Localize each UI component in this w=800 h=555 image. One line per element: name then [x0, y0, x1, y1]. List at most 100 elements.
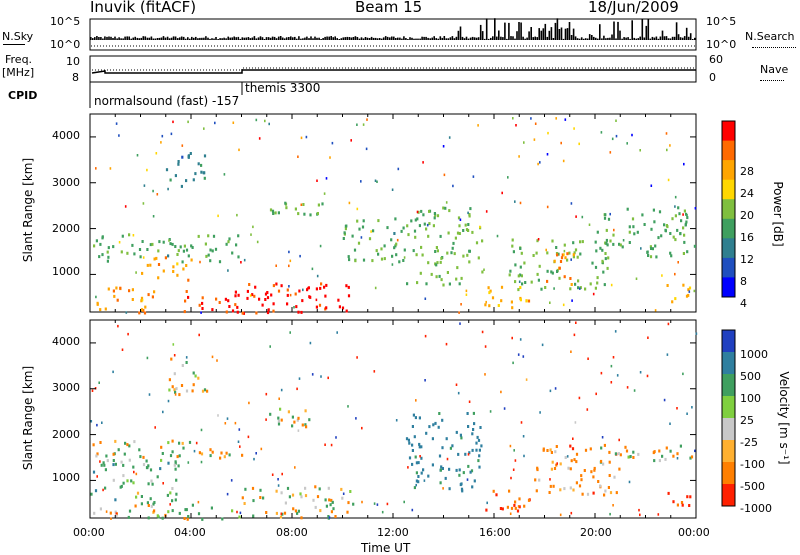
velocity-speckle [342, 492, 345, 495]
velocity-colorbar-swatch [722, 396, 735, 419]
velocity-cell [122, 481, 125, 485]
velocity-cell [346, 510, 349, 514]
power-cell [236, 310, 239, 314]
nsky-bar [106, 36, 108, 40]
nsky-bar [334, 36, 336, 40]
velocity-cell [476, 435, 479, 439]
nsky-bar [683, 36, 686, 40]
cpid-label: CPID [8, 89, 38, 102]
nsky-bar [130, 38, 132, 40]
nsky-bar [207, 37, 209, 40]
power-speckle [167, 187, 169, 191]
nsky-bar [433, 36, 435, 40]
power-cell [442, 283, 445, 287]
velocity-speckle [361, 426, 363, 430]
nsky-bar [352, 37, 355, 40]
power-speckle [555, 117, 557, 120]
nsky-bar [362, 38, 365, 40]
power-cell [433, 212, 436, 215]
power-cell [603, 216, 607, 220]
velocity-cell [171, 499, 174, 503]
power-cell [666, 284, 669, 287]
power-cell [139, 255, 142, 259]
power-speckle [667, 178, 670, 182]
velocity-cell [441, 467, 444, 470]
power-speckle [507, 176, 509, 179]
velocity-cell [175, 492, 178, 496]
velocity-cell [413, 486, 416, 490]
power-speckle [370, 230, 372, 233]
power-cell [261, 303, 264, 307]
velocity-cell [181, 441, 184, 445]
nsky-bar [483, 38, 486, 40]
velocity-cell [174, 498, 177, 502]
power-speckle [534, 122, 537, 125]
velocity-speckle [298, 377, 301, 380]
power-cell [131, 298, 134, 301]
power-cell [604, 252, 607, 255]
velocity-cell [661, 454, 664, 458]
nsky-bar [350, 37, 353, 40]
velocity-cell [513, 503, 516, 507]
power-cell [190, 244, 193, 248]
velocity-speckle [99, 460, 101, 463]
power-cell [201, 307, 204, 310]
power-cell [468, 260, 471, 264]
nsky-bar [239, 38, 242, 40]
velocity-cell [580, 474, 583, 478]
velocity-cell [415, 461, 418, 465]
power-speckle [477, 124, 479, 127]
nsearch-line-legend [752, 47, 796, 48]
power-cell [254, 285, 257, 289]
power-cell [500, 285, 504, 289]
velocity-cell [347, 501, 350, 505]
velocity-speckle [169, 503, 171, 506]
power-speckle [570, 258, 572, 261]
xlabel: Time UT [361, 541, 411, 555]
velocity-cell [417, 480, 420, 484]
velocity-speckle [616, 374, 619, 377]
velocity-cell [92, 443, 95, 447]
nsky-bar [267, 37, 270, 40]
power-cell [658, 210, 662, 214]
power-cell [649, 245, 652, 249]
nsky-bar [401, 38, 403, 40]
velocity-cell [578, 484, 582, 488]
power-speckle [366, 118, 368, 121]
power-cell [519, 273, 522, 277]
velocity-cell [277, 419, 280, 423]
velocity-cell [211, 450, 214, 454]
nsky-bar [568, 22, 571, 40]
velocity-cell [632, 450, 635, 454]
power-speckle [118, 134, 120, 137]
nsky-bar [98, 37, 100, 40]
velocity-cell [291, 493, 295, 497]
nsky-bar [356, 37, 359, 40]
power-cell [353, 248, 357, 252]
velocity-cell [457, 452, 460, 456]
power-cell [557, 252, 560, 256]
power-cell [307, 286, 310, 290]
power-speckle [243, 258, 246, 262]
power-cell [341, 306, 345, 310]
nsky-bar [572, 28, 575, 40]
power-cell [316, 212, 319, 215]
velocity-cell [201, 389, 205, 393]
velocity-cell [546, 449, 549, 452]
power-cell [277, 289, 281, 293]
nsky-bar [318, 37, 320, 40]
power-cell [420, 209, 423, 213]
nsky-bar [124, 36, 126, 40]
power-cell [415, 253, 418, 257]
velocity-cell [183, 517, 186, 520]
nsky-bar [259, 36, 262, 40]
power-cell [425, 227, 428, 231]
nsky-bar [560, 27, 563, 40]
velocity-speckle [676, 457, 679, 460]
velocity-cell [593, 466, 596, 470]
velocity-cell [614, 452, 617, 456]
power-cell [683, 209, 686, 213]
nsky-bar [449, 37, 452, 40]
velocity-speckle [327, 376, 329, 380]
